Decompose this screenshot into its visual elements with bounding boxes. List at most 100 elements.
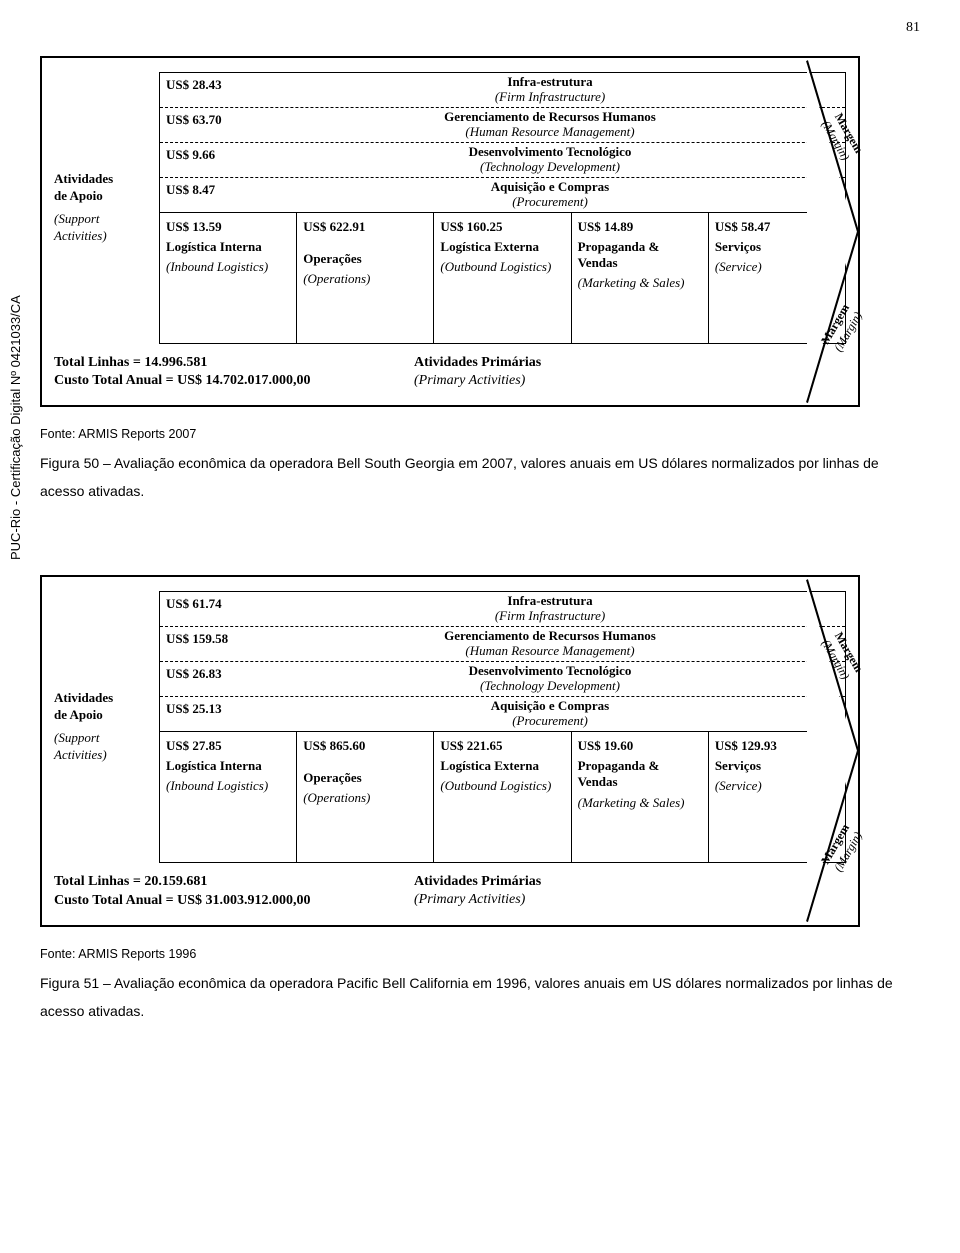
infra-value: US$ 28.43 [160, 73, 255, 107]
total-lines-2: Total Linhas = 20.159.681 [54, 874, 207, 889]
outbound-value: US$ 160.25 [440, 219, 564, 235]
tech-row-2: US$ 26.83 Desenvolvimento Tecnológico (T… [160, 662, 845, 697]
support-activities-label: Atividades de Apoio (Support Activities) [54, 72, 159, 344]
proc-row: US$ 8.47 Aquisição e Compras (Procuremen… [160, 178, 845, 213]
hrm-row: US$ 63.70 Gerenciamento de Recursos Huma… [160, 108, 845, 143]
infra-label-i: (Firm Infrastructure) [259, 90, 841, 105]
page-number: 81 [40, 20, 920, 36]
tech-label-b: Desenvolvimento Tecnológico [259, 145, 841, 160]
brace-row: Total Linhas = 14.996.581 Custo Total An… [54, 354, 846, 392]
svc-b-2: Serviços [715, 758, 839, 774]
tech-label-i: (Technology Development) [259, 160, 841, 175]
support-label-4b: Activities) [54, 747, 153, 764]
proc-value: US$ 8.47 [160, 178, 255, 212]
inbound-cell: US$ 13.59 Logística Interna (Inbound Log… [160, 213, 297, 343]
brace-row-2: Total Linhas = 20.159.681 Custo Total An… [54, 873, 846, 911]
total-lines-1: Total Linhas = 14.996.581 [54, 355, 207, 370]
svc-cell: US$ 58.47 Serviços (Service) [709, 213, 845, 343]
primary-row-2: US$ 27.85 Logística Interna (Inbound Log… [160, 732, 845, 862]
ops-i-2: (Operations) [303, 790, 427, 806]
infra-row: US$ 28.43 Infra-estrutura (Firm Infrastr… [160, 73, 845, 108]
tech-i-2: (Technology Development) [259, 679, 841, 694]
proc-b-2: Aquisição e Compras [259, 699, 841, 714]
infra-b-2: Infra-estrutura [259, 594, 841, 609]
total-cost-1: Custo Total Anual = US$ 14.702.017.000,0… [54, 373, 311, 388]
proc-label-i: (Procurement) [259, 195, 841, 210]
outbound-i: (Outbound Logistics) [440, 259, 564, 275]
inbound-b-2: Logística Interna [166, 758, 290, 774]
ops-cell: US$ 622.91 Operações (Operations) [297, 213, 434, 343]
ops-value-2: US$ 865.60 [303, 738, 427, 754]
inbound-b: Logística Interna [166, 239, 290, 255]
tech-row: US$ 9.66 Desenvolvimento Tecnológico (Te… [160, 143, 845, 178]
support-label-3b: (Support [54, 730, 153, 747]
support-label-1: Atividades [54, 171, 153, 188]
mkt-b: Propaganda & Vendas [578, 239, 702, 272]
tech-b-2: Desenvolvimento Tecnológico [259, 664, 841, 679]
outbound-cell-2: US$ 221.65 Logística Externa (Outbound L… [434, 732, 571, 862]
mkt-b-2: Propaganda & Vendas [578, 758, 702, 791]
outbound-b: Logística Externa [440, 239, 564, 255]
primary-activities-b-1: Atividades Primárias [414, 355, 541, 370]
mkt-value: US$ 14.89 [578, 219, 702, 235]
mkt-value-2: US$ 19.60 [578, 738, 702, 754]
mkt-i: (Marketing & Sales) [578, 275, 702, 291]
support-label-3: (Support [54, 211, 153, 228]
svc-i: (Service) [715, 259, 839, 275]
proc-i-2: (Procurement) [259, 714, 841, 729]
ops-cell-2: US$ 865.60 Operações (Operations) [297, 732, 434, 862]
value-chain-grid-2: US$ 61.74 Infra-estrutura (Firm Infrastr… [159, 591, 846, 863]
hrm-label-i: (Human Resource Management) [259, 125, 841, 140]
inbound-value-2: US$ 27.85 [166, 738, 290, 754]
infra-i-2: (Firm Infrastructure) [259, 609, 841, 624]
outbound-cell: US$ 160.25 Logística Externa (Outbound L… [434, 213, 571, 343]
primary-row: US$ 13.59 Logística Interna (Inbound Log… [160, 213, 845, 343]
hrm-i-2: (Human Resource Management) [259, 644, 841, 659]
support-activities-label-2: Atividades de Apoio (Support Activities) [54, 591, 159, 863]
inbound-i-2: (Inbound Logistics) [166, 778, 290, 794]
svc-value-2: US$ 129.93 [715, 738, 839, 754]
outbound-b-2: Logística Externa [440, 758, 564, 774]
hrm-row-2: US$ 159.58 Gerenciamento de Recursos Hum… [160, 627, 845, 662]
support-label-2b: de Apoio [54, 707, 153, 724]
hrm-value: US$ 63.70 [160, 108, 255, 142]
primary-activities-i-1: (Primary Activities) [414, 373, 525, 388]
fonte-2: Fonte: ARMIS Reports 1996 [40, 947, 920, 961]
ops-b-2: Operações [303, 770, 427, 786]
outbound-value-2: US$ 221.65 [440, 738, 564, 754]
svc-value: US$ 58.47 [715, 219, 839, 235]
caption-1: Figura 50 – Avaliação econômica da opera… [40, 449, 920, 505]
ops-b: Operações [303, 251, 427, 267]
sidebar-certification: PUC-Rio - Certificação Digital Nº 042103… [8, 295, 23, 560]
fonte-1: Fonte: ARMIS Reports 2007 [40, 427, 920, 441]
mkt-cell-2: US$ 19.60 Propaganda & Vendas (Marketing… [572, 732, 709, 862]
ops-value: US$ 622.91 [303, 219, 427, 235]
support-label-4: Activities) [54, 228, 153, 245]
outbound-i-2: (Outbound Logistics) [440, 778, 564, 794]
inbound-cell-2: US$ 27.85 Logística Interna (Inbound Log… [160, 732, 297, 862]
hrm-value-2: US$ 159.58 [160, 627, 255, 661]
hrm-label-b: Gerenciamento de Recursos Humanos [259, 110, 841, 125]
support-label-2: de Apoio [54, 188, 153, 205]
svc-b: Serviços [715, 239, 839, 255]
inbound-value: US$ 13.59 [166, 219, 290, 235]
value-chain-grid: US$ 28.43 Infra-estrutura (Firm Infrastr… [159, 72, 846, 344]
svc-i-2: (Service) [715, 778, 839, 794]
infra-value-2: US$ 61.74 [160, 592, 255, 626]
proc-value-2: US$ 25.13 [160, 697, 255, 731]
total-cost-2: Custo Total Anual = US$ 31.003.912.000,0… [54, 893, 311, 908]
tech-value: US$ 9.66 [160, 143, 255, 177]
hrm-b-2: Gerenciamento de Recursos Humanos [259, 629, 841, 644]
value-chain-1: Atividades de Apoio (Support Activities)… [40, 56, 920, 407]
proc-label-b: Aquisição e Compras [259, 180, 841, 195]
ops-i: (Operations) [303, 271, 427, 287]
mkt-i-2: (Marketing & Sales) [578, 795, 702, 811]
infra-row-2: US$ 61.74 Infra-estrutura (Firm Infrastr… [160, 592, 845, 627]
infra-label-b: Infra-estrutura [259, 75, 841, 90]
mkt-cell: US$ 14.89 Propaganda & Vendas (Marketing… [572, 213, 709, 343]
value-chain-2: Atividades de Apoio (Support Activities)… [40, 575, 920, 926]
proc-row-2: US$ 25.13 Aquisição e Compras (Procureme… [160, 697, 845, 732]
primary-activities-b-2: Atividades Primárias [414, 874, 541, 889]
tech-value-2: US$ 26.83 [160, 662, 255, 696]
inbound-i: (Inbound Logistics) [166, 259, 290, 275]
